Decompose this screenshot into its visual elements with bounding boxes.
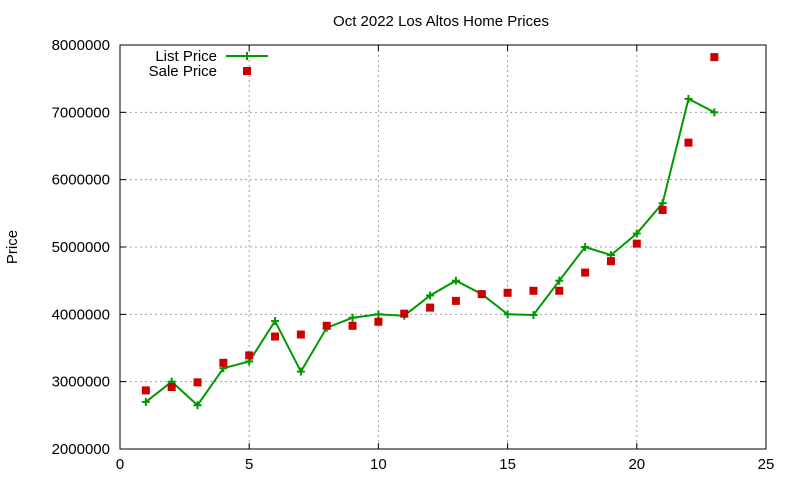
sale-price-point <box>451 296 460 305</box>
sale-price-point <box>632 239 641 248</box>
list-price-point <box>193 401 202 410</box>
list-price-point <box>658 199 667 208</box>
sale-price-point <box>374 317 383 326</box>
sale-price-point <box>322 321 331 330</box>
sale-price-point <box>606 257 615 266</box>
sale-price-point <box>710 53 719 62</box>
list-price-point <box>503 310 512 319</box>
list-price-point <box>271 317 280 326</box>
list-price-point <box>141 397 150 406</box>
sale-price-point <box>193 378 202 387</box>
sale-price-point <box>167 383 176 392</box>
sale-price-point <box>658 205 667 214</box>
list-price-point <box>632 229 641 238</box>
y-tick-label: 2000000 <box>52 441 110 458</box>
plot-frame <box>119 44 767 450</box>
list-price-point <box>296 367 305 376</box>
y-tick-label: 7000000 <box>52 104 110 121</box>
y-tick-label: 4000000 <box>52 306 110 323</box>
sale-price-point <box>581 268 590 277</box>
list-price-line <box>145 97 715 407</box>
x-tick-label: 15 <box>499 456 516 473</box>
grid <box>120 45 766 449</box>
y-tick-label: 3000000 <box>52 374 110 391</box>
list-price-point <box>451 276 460 285</box>
y-axis-label: Price <box>4 230 21 264</box>
legend: List Price Sale Price <box>149 48 268 80</box>
list-price-point <box>581 243 590 251</box>
axis-ticks: 0 5 10 15 20 25 2000000 3000000 4000000 5000000 60… <box>52 37 775 473</box>
sale-price-point <box>141 386 150 395</box>
series-layer <box>141 53 719 410</box>
x-tick-label: 10 <box>370 456 387 473</box>
list-price-point <box>426 291 435 300</box>
sale-price-point <box>477 290 486 299</box>
legend-sale-price-label: Sale Price <box>149 63 217 80</box>
y-tick-label: 5000000 <box>52 239 110 256</box>
list-price-point <box>529 311 538 320</box>
sale-price-point <box>684 138 693 147</box>
legend-list-price-label: List Price <box>155 48 217 65</box>
list-price-point <box>710 108 719 117</box>
sale-price-point <box>426 303 435 312</box>
x-tick-label: 5 <box>245 456 253 473</box>
sale-price-point <box>348 321 357 330</box>
sale-price-point <box>245 351 254 360</box>
sale-price-point <box>555 286 564 295</box>
sale-price-point <box>529 286 538 295</box>
chart-title: Oct 2022 Los Altos Home Prices <box>333 13 549 30</box>
legend-sale-price-marker <box>243 67 251 75</box>
x-tick-label: 25 <box>758 456 775 473</box>
y-tick-label: 8000000 <box>52 37 110 54</box>
sale-price-point <box>271 332 280 341</box>
sale-price-point <box>400 309 409 318</box>
list-price-point <box>348 313 357 322</box>
list-price-point <box>555 276 564 285</box>
x-tick-label: 20 <box>628 456 645 473</box>
x-tick-label: 0 <box>116 456 124 473</box>
y-tick-label: 6000000 <box>52 172 110 189</box>
legend-list-price-marker <box>243 52 251 60</box>
sale-price-point <box>219 358 228 367</box>
sale-price-point <box>296 330 305 339</box>
list-price-point <box>374 310 383 319</box>
list-price-point <box>684 94 693 103</box>
sale-price-point <box>503 288 512 297</box>
